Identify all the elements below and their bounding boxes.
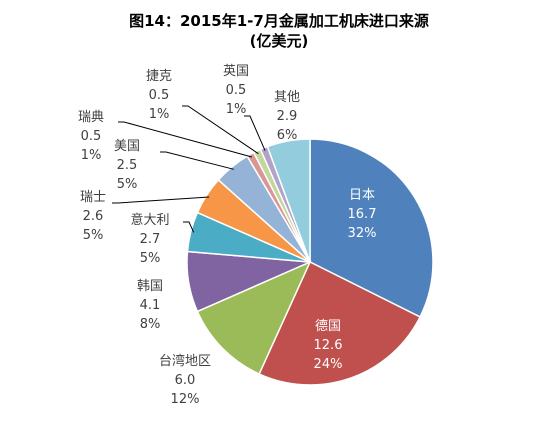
slice-label: 瑞典 0.5 1%: [78, 110, 104, 163]
slice-label-percent: 1%: [81, 148, 102, 163]
slice-label-value: 0.5: [226, 83, 247, 98]
slice-label: 美国 2.5 5%: [114, 139, 140, 192]
slice-label: 德国 12.6 24%: [314, 319, 343, 372]
slice-label-name: 捷克: [146, 69, 172, 84]
slice-label-percent: 5%: [83, 228, 104, 243]
slice-label: 捷克 0.5 1%: [146, 69, 172, 122]
slice-label-value: 2.6: [83, 209, 104, 224]
slice-label-percent: 32%: [348, 226, 377, 241]
slice-label: 台湾地区 6.0 12%: [159, 353, 211, 407]
slice-label-percent: 1%: [226, 102, 247, 117]
leader-line: [160, 151, 234, 170]
slice-label-name: 韩国: [137, 279, 163, 294]
slice-label-name: 英国: [223, 64, 249, 79]
chart-subtitle: (亿美元): [250, 32, 309, 50]
slice-label-percent: 5%: [140, 251, 161, 266]
slice-label-percent: 1%: [149, 107, 170, 122]
pie-slice: [196, 260, 312, 375]
slice-label-value: 12.6: [314, 338, 343, 353]
leader-line: [182, 105, 259, 155]
pie-slice: [258, 260, 422, 386]
slice-label: 其他 2.9 6%: [274, 90, 300, 143]
chart-title: 图14：2015年1-7月金属加工机床进口来源: [129, 12, 429, 30]
slice-label-value: 2.9: [277, 109, 298, 124]
slice-label: 韩国 4.1 8%: [137, 279, 163, 332]
slice-label-value: 2.7: [140, 232, 161, 247]
slice-label-percent: 12%: [171, 392, 200, 407]
leader-line: [183, 221, 195, 233]
slice-label-percent: 24%: [314, 357, 343, 372]
slice-labels: 日本 16.7 32% 德国 12.6 24% 台湾地区 6.0 12% 韩国 4.1 8% 意大利 2.…: [78, 64, 376, 407]
slice-label-value: 16.7: [348, 207, 377, 222]
slice-label-value: 0.5: [81, 129, 102, 144]
slice-label-name: 台湾地区: [159, 353, 211, 369]
slice-label-value: 2.5: [117, 158, 138, 173]
slice-label-name: 瑞典: [78, 110, 104, 125]
slice-label-percent: 8%: [140, 317, 161, 332]
slice-label-name: 其他: [274, 90, 300, 105]
leader-lines: [112, 105, 266, 233]
slice-label: 瑞士 2.6 5%: [80, 190, 106, 243]
slice-label: 英国 0.5 1%: [223, 64, 249, 117]
leader-line: [118, 121, 253, 158]
leader-line: [112, 196, 210, 204]
slice-label-value: 0.5: [149, 88, 170, 103]
pie-slice: [266, 138, 311, 263]
slice-label-name: 意大利: [130, 212, 169, 228]
pie-slice: [309, 138, 434, 318]
slice-label-value: 6.0: [175, 373, 196, 388]
slice-label-name: 德国: [315, 319, 341, 334]
slice-label-percent: 6%: [277, 128, 298, 143]
leader-line: [244, 115, 266, 151]
slice-label-name: 日本: [349, 188, 375, 203]
slice-label: 意大利 2.7 5%: [130, 212, 169, 266]
slice-label-percent: 5%: [117, 177, 138, 192]
slice-label: 日本 16.7 32%: [348, 188, 377, 241]
pie-slices: [186, 138, 434, 386]
slice-label-value: 4.1: [140, 298, 161, 313]
slice-label-name: 瑞士: [80, 190, 106, 205]
slice-label-name: 美国: [114, 139, 140, 154]
